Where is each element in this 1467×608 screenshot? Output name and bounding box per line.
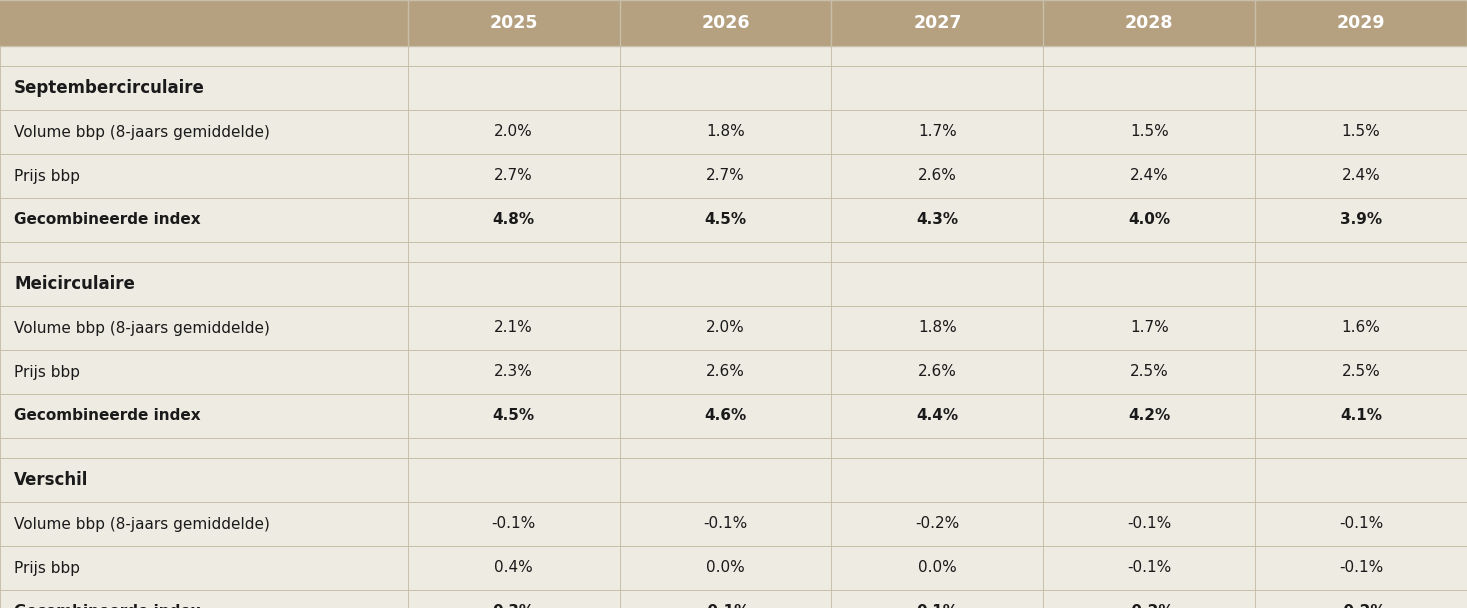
Text: Septembercirculaire: Septembercirculaire	[15, 79, 205, 97]
Text: 4.3%: 4.3%	[917, 213, 958, 227]
Bar	[0, 394, 1467, 438]
Text: Volume bbp (8-jaars gemiddelde): Volume bbp (8-jaars gemiddelde)	[15, 320, 270, 336]
Text: 0.0%: 0.0%	[706, 561, 745, 576]
Text: 1.7%: 1.7%	[1130, 320, 1169, 336]
Text: 4.6%: 4.6%	[704, 409, 747, 424]
Text: 2025: 2025	[490, 14, 538, 32]
Text: -0.1%: -0.1%	[491, 517, 535, 531]
Text: 1.5%: 1.5%	[1130, 125, 1169, 139]
Text: 3.9%: 3.9%	[1339, 213, 1382, 227]
Text: Volume bbp (8-jaars gemiddelde): Volume bbp (8-jaars gemiddelde)	[15, 517, 270, 531]
Bar	[0, 438, 1467, 458]
Text: -0.1%: -0.1%	[1127, 517, 1171, 531]
Text: -0.2%: -0.2%	[1336, 604, 1385, 608]
Text: 4.8%: 4.8%	[493, 213, 535, 227]
Text: 4.0%: 4.0%	[1128, 213, 1171, 227]
Bar	[0, 0, 1467, 46]
Text: -0.1%: -0.1%	[704, 517, 748, 531]
Text: 2028: 2028	[1125, 14, 1174, 32]
Text: 2.6%: 2.6%	[706, 365, 745, 379]
Text: 1.7%: 1.7%	[918, 125, 956, 139]
Text: 0.1%: 0.1%	[917, 604, 958, 608]
Text: 4.5%: 4.5%	[704, 213, 747, 227]
Text: 1.8%: 1.8%	[918, 320, 956, 336]
Text: 1.8%: 1.8%	[706, 125, 745, 139]
Text: 4.4%: 4.4%	[917, 409, 958, 424]
Bar	[0, 198, 1467, 242]
Bar	[0, 110, 1467, 154]
Text: Gecombineerde index: Gecombineerde index	[15, 604, 201, 608]
Bar	[0, 242, 1467, 262]
Text: 2.6%: 2.6%	[918, 168, 956, 184]
Bar	[0, 46, 1467, 66]
Bar	[0, 154, 1467, 198]
Bar	[0, 306, 1467, 350]
Text: 2.0%: 2.0%	[494, 125, 533, 139]
Bar	[0, 502, 1467, 546]
Text: 1.5%: 1.5%	[1342, 125, 1380, 139]
Text: 2029: 2029	[1336, 14, 1385, 32]
Text: Meicirculaire: Meicirculaire	[15, 275, 135, 293]
Text: 2.5%: 2.5%	[1130, 365, 1169, 379]
Text: -0.1%: -0.1%	[1339, 561, 1383, 576]
Text: Prijs bbp: Prijs bbp	[15, 168, 81, 184]
Bar	[0, 590, 1467, 608]
Text: 2.4%: 2.4%	[1342, 168, 1380, 184]
Text: Prijs bbp: Prijs bbp	[15, 365, 81, 379]
Text: 4.5%: 4.5%	[493, 409, 535, 424]
Text: 2.3%: 2.3%	[494, 365, 533, 379]
Text: 0.0%: 0.0%	[918, 561, 956, 576]
Text: 2.5%: 2.5%	[1342, 365, 1380, 379]
Text: 4.2%: 4.2%	[1128, 409, 1171, 424]
Text: 1.6%: 1.6%	[1342, 320, 1380, 336]
Text: 2.7%: 2.7%	[494, 168, 533, 184]
Bar	[0, 458, 1467, 502]
Text: Verschil: Verschil	[15, 471, 88, 489]
Text: 2.0%: 2.0%	[706, 320, 745, 336]
Text: 2027: 2027	[914, 14, 961, 32]
Text: Volume bbp (8-jaars gemiddelde): Volume bbp (8-jaars gemiddelde)	[15, 125, 270, 139]
Text: Prijs bbp: Prijs bbp	[15, 561, 81, 576]
Text: 2.6%: 2.6%	[918, 365, 956, 379]
Bar	[0, 350, 1467, 394]
Bar	[0, 66, 1467, 110]
Text: 2.1%: 2.1%	[494, 320, 533, 336]
Text: -0.2%: -0.2%	[1125, 604, 1174, 608]
Text: 4.1%: 4.1%	[1339, 409, 1382, 424]
Text: 2026: 2026	[701, 14, 750, 32]
Bar	[0, 262, 1467, 306]
Text: Gecombineerde index: Gecombineerde index	[15, 409, 201, 424]
Text: 2.4%: 2.4%	[1130, 168, 1169, 184]
Text: 0.3%: 0.3%	[493, 604, 535, 608]
Text: 2.7%: 2.7%	[706, 168, 745, 184]
Text: -0.1%: -0.1%	[1127, 561, 1171, 576]
Text: -0.2%: -0.2%	[915, 517, 959, 531]
Text: 0.4%: 0.4%	[494, 561, 533, 576]
Bar	[0, 546, 1467, 590]
Text: Gecombineerde index: Gecombineerde index	[15, 213, 201, 227]
Text: -0.1%: -0.1%	[1339, 517, 1383, 531]
Text: -0.1%: -0.1%	[701, 604, 750, 608]
